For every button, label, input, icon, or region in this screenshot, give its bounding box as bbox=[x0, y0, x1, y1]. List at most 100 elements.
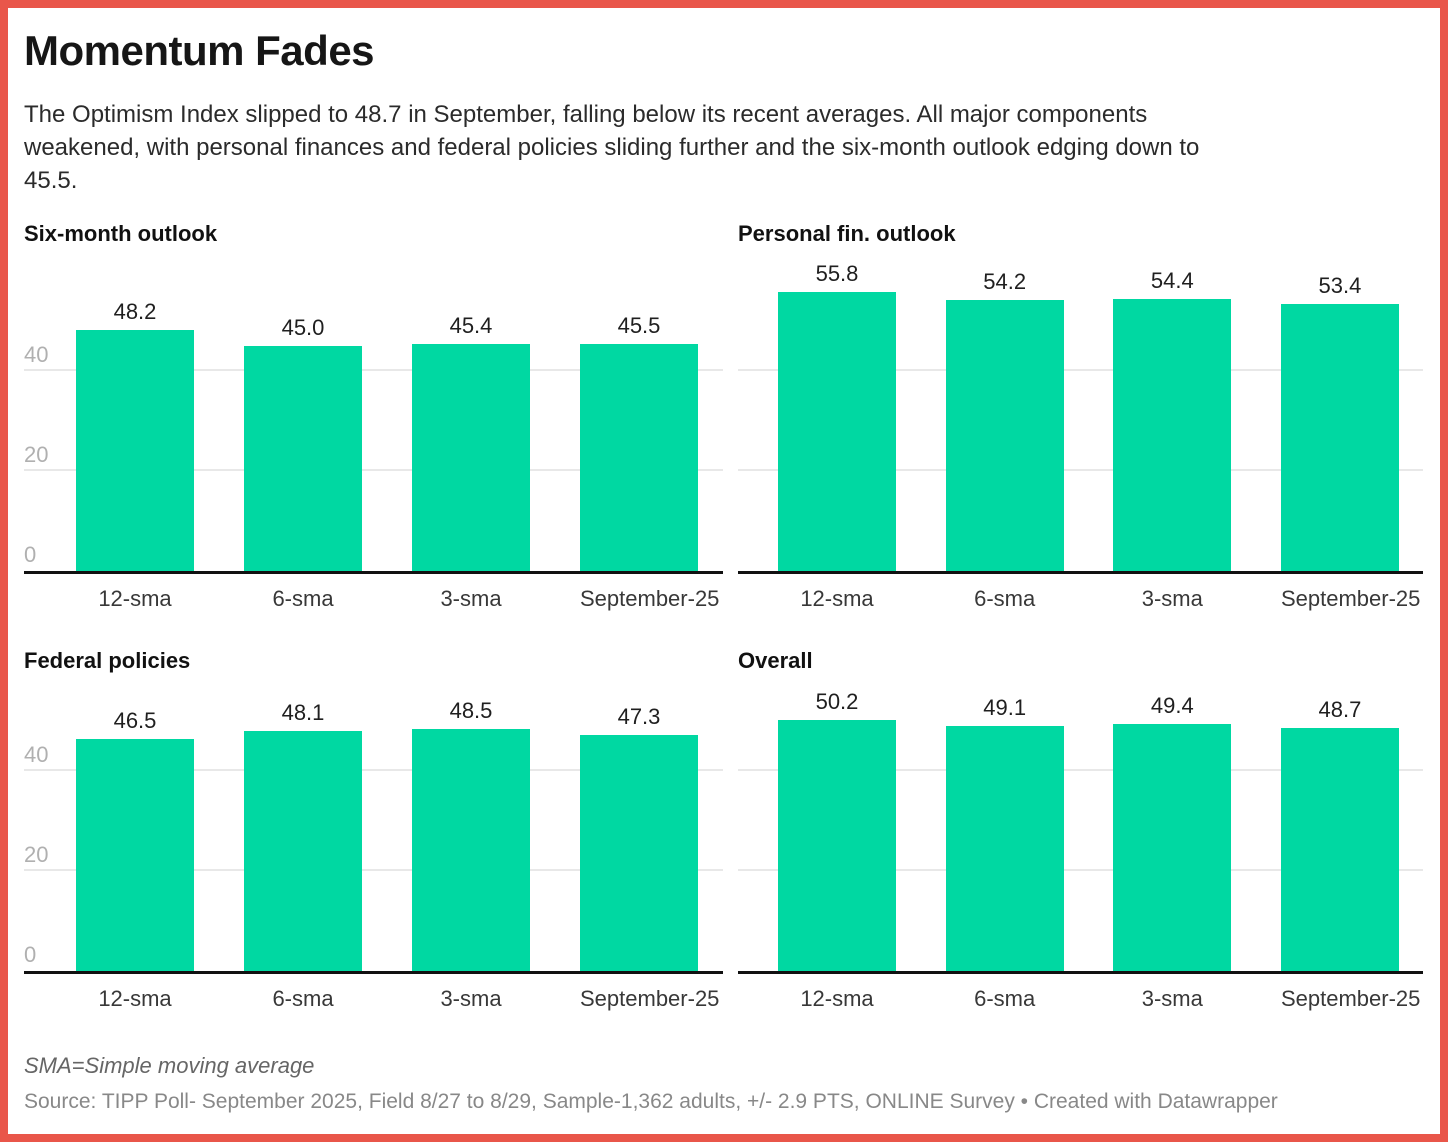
bar-value-label: 47.3 bbox=[617, 703, 661, 729]
bar-value-label: 54.4 bbox=[1150, 268, 1194, 293]
gridline-40 bbox=[24, 369, 723, 371]
chart-federal-policies: Federal policies 0 20 40 46.5 48.1 48.5 47.3 1… bbox=[24, 648, 723, 1011]
bars-container: 50.2 49.1 49.4 48.7 bbox=[778, 691, 1399, 971]
bar-6-sma bbox=[244, 730, 362, 971]
bar-value-label: 54.2 bbox=[983, 269, 1027, 294]
bar-6-sma bbox=[945, 725, 1064, 971]
bar-cell: 48.7 bbox=[1280, 698, 1399, 971]
bar-value-label: 46.5 bbox=[113, 707, 157, 733]
x-category-label: 6-sma bbox=[272, 586, 334, 611]
gridline-20 bbox=[738, 469, 1423, 471]
bar-3-sma bbox=[412, 728, 530, 971]
x-category-label: September-25 bbox=[580, 986, 720, 1011]
description-line: weakened, with personal finances and fed… bbox=[24, 134, 1200, 161]
x-category-label: 12-sma bbox=[98, 586, 172, 611]
bar-cell: 49.4 bbox=[1113, 695, 1232, 971]
x-category-label: 12-sma bbox=[98, 986, 172, 1011]
bar-value-label: 53.4 bbox=[1318, 273, 1362, 298]
bars-container: 46.5 48.1 48.5 47.3 bbox=[76, 699, 698, 971]
source-line: Source: TIPP Poll- September 2025, Field… bbox=[24, 1090, 1278, 1113]
x-category-label: September-25 bbox=[1280, 986, 1421, 1011]
bar-3-sma bbox=[1113, 724, 1232, 971]
plot-area: 0 20 40 46.5 48.1 48.5 47.3 bbox=[24, 699, 723, 974]
gridline-20 bbox=[24, 869, 723, 871]
bar-cell: 54.4 bbox=[1113, 270, 1232, 571]
chart-overall: Overall 50.2 49.1 49.4 48.7 12-sma 6-sma 3-sm… bbox=[738, 648, 1423, 1011]
x-category-label: 12-sma bbox=[800, 986, 874, 1011]
plot-area: 50.2 49.1 49.4 48.7 bbox=[738, 691, 1423, 974]
chart-title: Federal policies bbox=[24, 648, 191, 673]
bar-3-sma bbox=[412, 344, 530, 571]
chart-description: The Optimism Index slipped to 48.7 in Se… bbox=[24, 98, 1424, 197]
bar-cell: 46.5 bbox=[76, 709, 194, 971]
x-category-label: 6-sma bbox=[974, 586, 1036, 611]
plot-area: 55.8 54.2 54.4 53.4 bbox=[738, 263, 1423, 574]
bar-September-25 bbox=[1280, 304, 1399, 571]
x-category-label: 3-sma bbox=[1141, 586, 1203, 611]
bar-3-sma bbox=[1113, 299, 1232, 571]
bar-12-sma bbox=[76, 330, 194, 571]
chart-title: Personal fin. outlook bbox=[738, 221, 956, 246]
chart-personal-fin-outlook: Personal fin. outlook 55.8 54.2 54.4 53.4 1… bbox=[738, 221, 1423, 611]
x-category-label: 6-sma bbox=[974, 986, 1036, 1011]
y-tick-label: 20 bbox=[24, 842, 49, 867]
y-tick-label: 20 bbox=[24, 442, 49, 467]
x-category-label: September-25 bbox=[580, 586, 720, 611]
bar-value-label: 45.4 bbox=[449, 313, 493, 338]
x-category-label: 3-sma bbox=[440, 986, 502, 1011]
bar-cell: 45.4 bbox=[412, 315, 530, 571]
bar-12-sma bbox=[778, 720, 896, 971]
bar-cell: 54.2 bbox=[945, 271, 1064, 571]
footnote: SMA=Simple moving average bbox=[24, 1053, 315, 1078]
x-category-label: 3-sma bbox=[1141, 986, 1203, 1011]
bar-value-label: 48.7 bbox=[1318, 696, 1362, 722]
bar-12-sma bbox=[778, 292, 896, 571]
y-tick-label: 0 bbox=[24, 542, 37, 567]
bar-6-sma bbox=[945, 300, 1064, 571]
y-tick-label: 40 bbox=[24, 742, 49, 767]
gridline-40 bbox=[24, 769, 723, 771]
x-axis-labels: 12-sma 6-sma 3-sma September-25 bbox=[738, 586, 1423, 611]
page-title: Momentum Fades bbox=[24, 27, 375, 74]
description-line: The Optimism Index slipped to 48.7 in Se… bbox=[24, 101, 1148, 128]
bar-cell: 48.5 bbox=[412, 699, 530, 971]
x-axis-labels: 12-sma 6-sma 3-sma September-25 bbox=[24, 986, 723, 1011]
bar-value-label: 48.1 bbox=[281, 699, 325, 725]
bar-value-label: 55.8 bbox=[815, 261, 859, 286]
bar-cell: 45.0 bbox=[244, 317, 362, 571]
x-category-label: 6-sma bbox=[272, 986, 334, 1011]
gridline-40 bbox=[738, 769, 1423, 771]
x-axis-labels: 12-sma 6-sma 3-sma September-25 bbox=[738, 986, 1423, 1011]
plot-area: 0 20 40 48.2 45.0 45.4 45.5 bbox=[24, 287, 723, 574]
x-axis-labels: 12-sma 6-sma 3-sma September-25 bbox=[24, 586, 723, 611]
x-category-label: 3-sma bbox=[440, 586, 502, 611]
description-line: 45.5. bbox=[24, 167, 78, 194]
bar-value-label: 49.4 bbox=[1150, 693, 1194, 718]
bar-cell: 48.1 bbox=[244, 701, 362, 971]
x-category-label: 12-sma bbox=[800, 586, 874, 611]
chart-title: Six-month outlook bbox=[24, 221, 218, 246]
bar-12-sma bbox=[76, 738, 194, 971]
chart-footer: SMA=Simple moving average Source: TIPP P… bbox=[24, 1053, 1424, 1114]
chart-title: Overall bbox=[738, 648, 813, 673]
bar-cell: 53.4 bbox=[1280, 275, 1399, 571]
bars-container: 48.2 45.0 45.4 45.5 bbox=[76, 287, 698, 571]
small-multiples-grid: Six-month outlook 0 20 40 48.2 45.0 45.4 45.5 … bbox=[24, 221, 1424, 1011]
bar-value-label: 45.5 bbox=[617, 312, 661, 338]
bar-cell: 50.2 bbox=[778, 691, 896, 971]
bars-container: 55.8 54.2 54.4 53.4 bbox=[778, 263, 1399, 571]
bar-value-label: 48.2 bbox=[113, 299, 157, 324]
bar-value-label: 49.1 bbox=[983, 694, 1027, 720]
chart-six-month-outlook: Six-month outlook 0 20 40 48.2 45.0 45.4 45.5 … bbox=[24, 221, 723, 611]
bar-value-label: 48.5 bbox=[449, 697, 493, 723]
gridline-40 bbox=[738, 369, 1423, 371]
bar-September-25 bbox=[580, 343, 698, 571]
bar-cell: 45.5 bbox=[580, 314, 698, 571]
gridline-20 bbox=[24, 469, 723, 471]
bar-value-label: 45.0 bbox=[281, 315, 325, 340]
bar-6-sma bbox=[244, 346, 362, 571]
bar-cell: 49.1 bbox=[945, 696, 1064, 971]
bar-September-25 bbox=[1280, 727, 1399, 971]
gridline-20 bbox=[738, 869, 1423, 871]
